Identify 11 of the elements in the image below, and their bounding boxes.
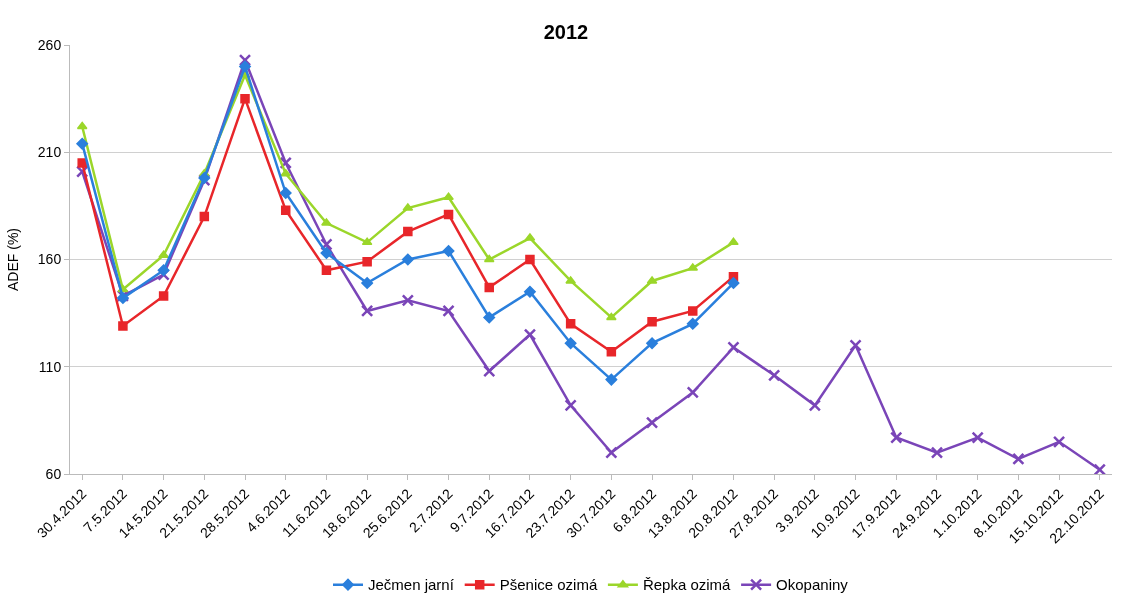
y-tick-label: 110 [38,358,62,375]
legend-label: Ječmen jarní [368,576,455,594]
y-tick-label: 160 [37,251,62,268]
legend-label: Pšenice ozimá [499,576,598,594]
legend-label: Řepka ozimá [642,576,732,594]
y-tick-label: 210 [37,144,62,161]
legend-label: Okopaniny [776,576,849,594]
y-axis-title: ADEF (%) [5,228,22,291]
y-tick-label: 260 [37,36,62,53]
chart-title: 2012 [543,20,589,43]
y-tick-label: 60 [45,465,62,482]
